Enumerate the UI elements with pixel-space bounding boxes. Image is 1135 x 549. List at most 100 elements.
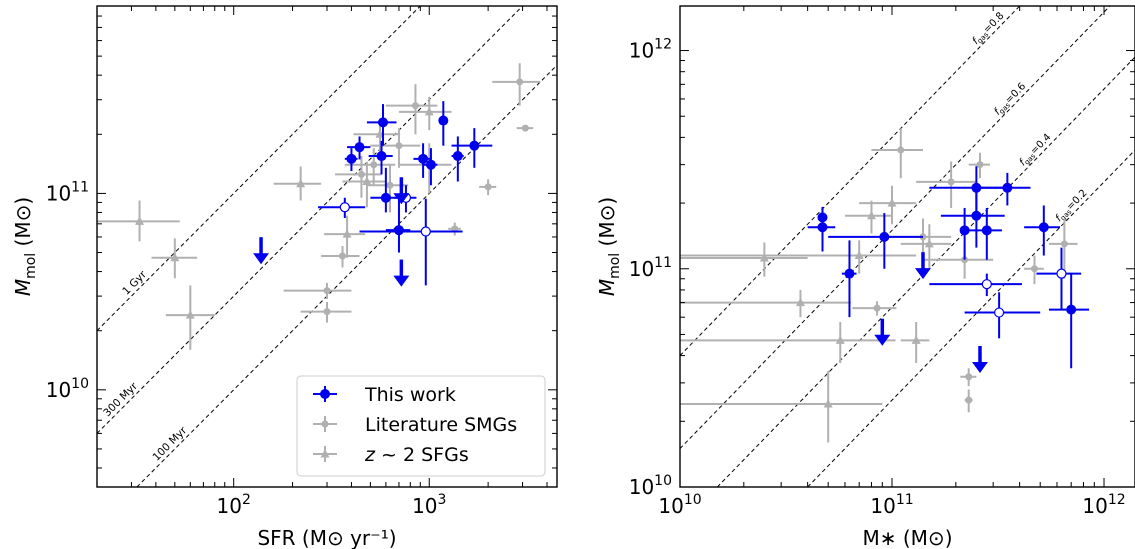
this-work-point-6	[413, 143, 432, 178]
sfg-marker-0	[759, 253, 769, 262]
smg-point-12	[516, 124, 534, 132]
x-tick-label-1: 103	[412, 492, 446, 518]
sfg-marker-8	[924, 238, 934, 248]
smg-point-6	[370, 128, 421, 168]
dashed-line-label-1: 300 Myr	[101, 380, 140, 419]
y-tick-label-0-exp: 10	[654, 473, 672, 489]
smg-point-2	[321, 245, 360, 268]
sfg-marker-7	[424, 106, 434, 116]
this-work-open-point-2	[359, 198, 463, 286]
this-work-point-6	[929, 166, 1008, 216]
this-work-point-7	[424, 148, 438, 186]
y-tick-label-1-exp: 11	[71, 179, 89, 195]
smg-point-6	[960, 368, 977, 387]
this-work-point-9	[1024, 205, 1061, 256]
this-work-point-3	[368, 140, 393, 175]
this-work-point-1	[347, 136, 371, 160]
x-tick-label-0-exp: 10	[684, 492, 702, 508]
smg-point-0	[283, 282, 352, 299]
this-work-open-marker-1	[994, 307, 1005, 318]
legend-label-0: This work	[364, 384, 456, 406]
this-work-point-9	[451, 136, 464, 182]
legend-label-rest: ~ 2 SFGs	[375, 444, 469, 466]
dashed-line-3	[807, 149, 1135, 488]
fgas-f: f	[1054, 213, 1065, 224]
sfg-point-2	[165, 285, 215, 350]
sfg-point-4	[680, 240, 917, 274]
dashed-line-label-1: fgas=0.6	[992, 81, 1029, 118]
this-work-marker-6	[418, 153, 429, 164]
smg-point-7	[968, 152, 991, 179]
this-work-point-8	[438, 101, 449, 146]
sfg-marker-2	[185, 310, 195, 319]
this-work-point-2	[841, 240, 857, 318]
this-work-point-5	[385, 193, 411, 253]
y-tick-label-1: 1011	[629, 255, 672, 281]
smg-point-5	[964, 389, 973, 413]
this-work-open-point-1	[964, 292, 1041, 339]
smg-marker-6	[395, 142, 403, 150]
this-work-point-10	[451, 128, 493, 168]
dashed-line-2	[136, 64, 558, 488]
smg-marker-8	[1031, 265, 1039, 273]
axis-ticks	[96, 5, 557, 487]
legend-entry-0: This work	[313, 384, 456, 406]
smg-point-0	[852, 301, 897, 316]
this-work-open-point-2	[1036, 247, 1082, 310]
x-tick-label-1-base: 10	[412, 494, 437, 518]
reference-lines: fgas=0.8 fgas=0.6 fgas=0.4 fgas=0.2	[679, 5, 1135, 488]
this-work-marker-10	[1066, 304, 1077, 315]
sfg-point-1	[680, 289, 851, 318]
x-axis-label: SFR (M⊙ yr⁻¹)	[257, 526, 396, 549]
smg-point-2	[882, 218, 952, 260]
this-work-marker-9	[1038, 222, 1049, 233]
y-tick-label-1-base: 10	[46, 181, 71, 205]
smg-marker-5	[386, 181, 394, 189]
this-work-marker-0	[346, 153, 357, 164]
dashed-line-label-0: fgas=0.8	[971, 10, 1008, 47]
dashed-line-label-0: 1 Gyr	[120, 268, 149, 297]
y-tick-label-1-base: 10	[629, 257, 654, 281]
smg-point-1	[300, 301, 352, 323]
legend-swatch-marker	[321, 420, 329, 428]
sfg-marker-6	[887, 198, 897, 207]
upper-limit-head	[971, 362, 988, 374]
legend-swatch-marker	[320, 389, 330, 399]
sfg-point-6	[859, 185, 917, 225]
this-work-marker-3	[879, 231, 890, 242]
sfg-marker-5	[362, 176, 372, 185]
sfg-marker-5	[866, 210, 876, 220]
sfg-marker-1	[795, 297, 805, 307]
smg-marker-1	[323, 308, 331, 316]
this-work-point-2	[366, 104, 397, 146]
legend-label-2: z ~ 2 SFGs	[364, 444, 469, 466]
sfg-point-1	[151, 238, 198, 279]
smg-marker-4	[370, 161, 378, 169]
this-work-open-marker-0	[339, 202, 350, 213]
this-work-marker-5	[393, 225, 404, 236]
smg-point-3	[916, 161, 977, 208]
this-work-open-marker-0	[981, 279, 992, 290]
y-axis-label-symbol: M	[595, 279, 619, 296]
smg-point-10	[479, 179, 497, 196]
y-tick-label-0-exp: 10	[71, 376, 89, 392]
y-tick-label-0: 1010	[46, 376, 89, 402]
this-work-point-8	[979, 172, 1031, 206]
sfg-point-0	[97, 200, 180, 242]
x-tick-label-1-exp: 3	[438, 492, 447, 508]
x-axis-label: M∗ (M⊙)	[863, 526, 953, 549]
sfg-marker-4	[854, 250, 864, 260]
dashed-line-2	[716, 56, 1135, 488]
this-work-open-point-0	[318, 197, 366, 218]
fgas-f: f	[992, 106, 1003, 117]
this-work-upper-limit-1	[914, 252, 931, 280]
upper-limit-head	[874, 334, 891, 346]
this-work-point-10	[1048, 273, 1090, 369]
smg-marker-6	[965, 373, 973, 381]
upper-limit-head	[914, 268, 931, 280]
y-axis-label-subscript: mol	[607, 253, 623, 279]
y-tick-label-2-base: 10	[629, 39, 654, 63]
dashed-line-0	[96, 5, 421, 332]
dashed-line-1	[96, 5, 523, 434]
